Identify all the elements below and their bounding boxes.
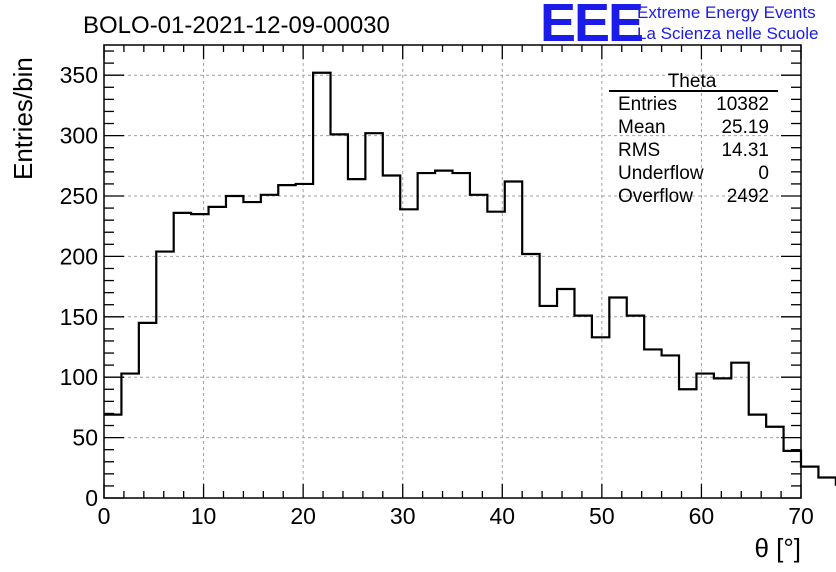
histogram-outline	[104, 71, 836, 486]
histogram-bin	[731, 363, 748, 498]
histogram-bin	[766, 427, 783, 498]
stats-row-label: Overflow	[618, 186, 693, 207]
histogram-bin	[226, 196, 243, 498]
histogram-bin	[487, 212, 504, 498]
histogram-bin	[522, 254, 539, 498]
y-tick-label: 150	[60, 304, 98, 330]
grid-lines	[104, 45, 801, 498]
histogram-bin	[592, 337, 609, 498]
histogram-bin	[627, 316, 644, 498]
plot-frame	[103, 44, 802, 499]
x-axis-title: θ [°]	[754, 533, 801, 563]
histogram-bin	[121, 374, 138, 498]
histogram-bin	[243, 202, 260, 498]
histogram-bin	[278, 185, 295, 498]
histogram-bin	[348, 179, 365, 498]
axes: 0 10 20 30 40 50 60 70 0 50 100 150 200 250 300 350	[60, 44, 814, 529]
logo-line-2: La Scienza nelle Scuole	[637, 24, 818, 43]
stats-row-value: 14.31	[721, 140, 769, 161]
y-tick-label: 350	[60, 62, 98, 88]
histogram-bin	[296, 184, 313, 498]
histogram-bin	[801, 467, 818, 498]
histogram-bin	[696, 374, 713, 498]
stats-box: Theta Entries 10382 Mean 25.19 RMS 14.31 Under…	[609, 71, 778, 207]
histogram-bin	[313, 73, 330, 498]
histogram-bin	[714, 378, 731, 498]
histogram-bin	[191, 214, 208, 498]
histogram-bin	[818, 477, 835, 498]
x-tick-label: 0	[98, 503, 111, 529]
stats-row-value: 10382	[716, 94, 769, 115]
stats-box-title: Theta	[668, 71, 717, 92]
y-tick-label: 250	[60, 183, 98, 209]
stats-row-value: 0	[758, 163, 769, 184]
x-tick-label: 50	[589, 503, 615, 529]
x-tick-label: 10	[191, 503, 217, 529]
logo-mark: EEE	[540, 0, 642, 53]
stats-row-label: Entries	[618, 94, 677, 115]
y-tick-label: 0	[85, 485, 98, 511]
y-tick-label: 50	[72, 425, 98, 451]
x-tick-label: 20	[290, 503, 316, 529]
histogram-bin	[574, 316, 591, 498]
histogram-bin	[139, 323, 156, 498]
histogram-bars	[104, 71, 836, 498]
x-tick-label: 30	[390, 503, 416, 529]
histogram-bin	[505, 182, 522, 498]
histogram-bin	[209, 207, 226, 498]
x-tick-label: 60	[689, 503, 715, 529]
stats-row-label: Underflow	[618, 163, 704, 184]
histogram-bin	[662, 355, 679, 498]
x-tick-label: 70	[788, 503, 814, 529]
histogram-bin	[557, 289, 574, 498]
stats-row-label: Mean	[618, 117, 666, 138]
y-tick-label: 100	[60, 364, 98, 390]
histogram-bin	[470, 195, 487, 498]
x-tick-label: 40	[489, 503, 515, 529]
histogram-bin	[261, 195, 278, 498]
histogram-bin	[609, 297, 626, 498]
histogram-bin	[174, 213, 191, 498]
y-tick-label: 300	[60, 123, 98, 149]
stats-row-value: 25.19	[721, 117, 769, 138]
histogram-bin	[540, 306, 557, 498]
chart-title: BOLO-01-2021-12-09-00030	[83, 12, 390, 39]
histogram-bin	[365, 133, 382, 498]
logo-line-1: Extreme Energy Events	[637, 3, 816, 22]
stats-row-label: RMS	[618, 140, 660, 161]
histogram-bin	[453, 173, 470, 498]
histogram-bin	[400, 209, 417, 498]
y-tick-label: 200	[60, 243, 98, 269]
histogram-bin	[679, 389, 696, 498]
histogram-bin	[435, 171, 452, 498]
stats-row-value: 2492	[727, 186, 769, 207]
histogram-bin	[749, 415, 766, 498]
eee-logo: EEE Extreme Energy Events La Scienza nel…	[540, 0, 818, 53]
y-axis-title: Entries/bin	[8, 57, 38, 180]
histogram-bin	[331, 134, 348, 498]
histogram-bin	[383, 175, 400, 498]
histogram-bin	[156, 252, 173, 498]
histogram-bin	[418, 173, 435, 498]
histogram-bin	[644, 349, 661, 498]
